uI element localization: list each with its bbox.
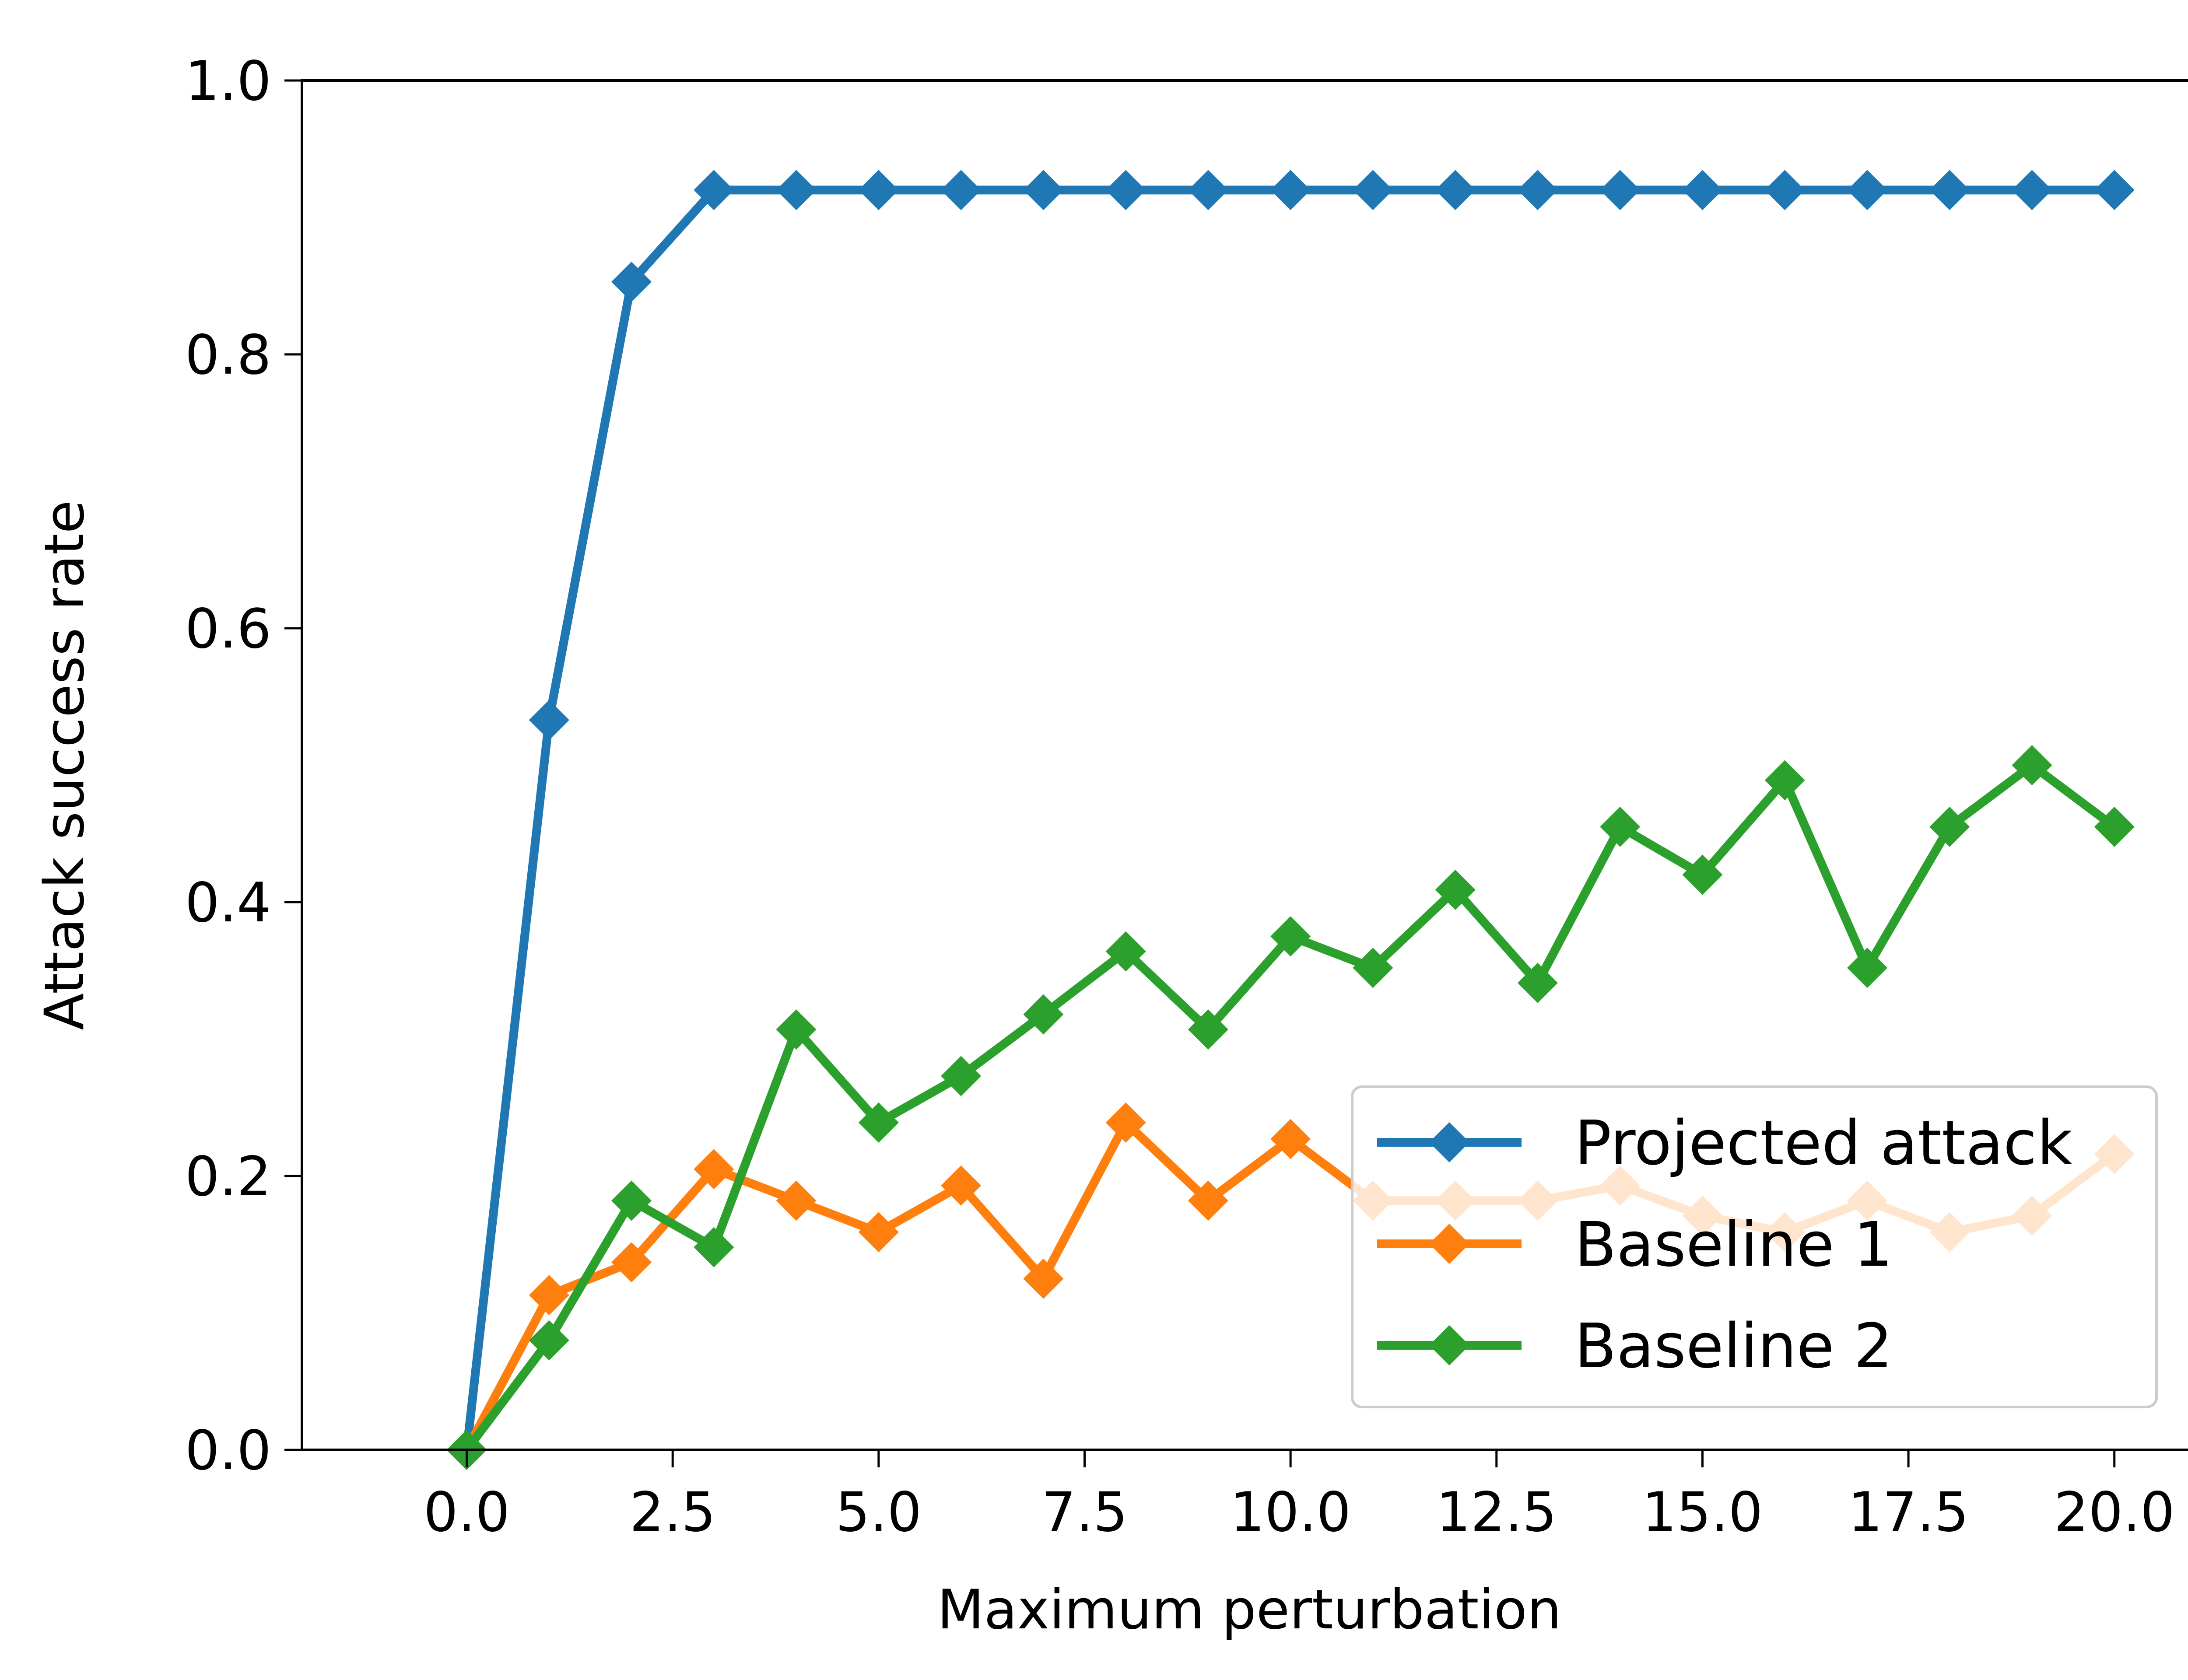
x-tick-label: 17.5 — [1848, 1481, 1969, 1544]
legend: Projected attack Baseline 1 Baseline 2 — [1351, 1085, 2158, 1408]
series-2-point — [1188, 1180, 1228, 1221]
series-2-point — [941, 1165, 982, 1206]
series-3-point — [1600, 806, 1641, 847]
legend-label: Projected attack — [1574, 1108, 2072, 1179]
legend-marker — [1429, 1325, 1469, 1365]
x-axis-label: Maximum perturbation — [937, 1578, 1562, 1642]
legend-marker — [1429, 1224, 1469, 1264]
legend-label: Baseline 2 — [1574, 1311, 1893, 1382]
legend-item: Baseline 2 — [1377, 1311, 1893, 1382]
x-tick-label: 15.0 — [1642, 1481, 1763, 1544]
series-1-point — [694, 170, 734, 210]
x-axis: 0.0 2.5 5.0 7.5 10.0 12.5 15.0 17.5 20.0 — [424, 1450, 2175, 1544]
y-tick-label: 0.4 — [185, 872, 271, 934]
series-1-point — [529, 700, 569, 740]
series-1-point — [1929, 170, 1970, 210]
series-2-point — [1105, 1102, 1146, 1143]
x-tick-label: 5.0 — [835, 1481, 922, 1544]
legend-item: Baseline 1 — [1377, 1209, 1893, 1281]
legend-item: Projected attack — [1377, 1108, 2072, 1179]
series-1-point — [1353, 170, 1393, 210]
series-3-point — [1105, 931, 1146, 972]
plot-frame — [301, 79, 2188, 1451]
series-3-point — [2012, 745, 2052, 785]
series-1-point — [1435, 170, 1476, 210]
series-1-point — [1517, 170, 1558, 210]
series-3 — [446, 745, 2135, 1470]
series-1-point — [1847, 170, 1887, 210]
series-3-point — [529, 1320, 569, 1361]
x-tick-label: 7.5 — [1041, 1481, 1128, 1544]
x-tick-label: 2.5 — [630, 1481, 716, 1544]
series-3-point — [1188, 1009, 1228, 1050]
series-1-point — [941, 170, 982, 210]
x-tick-label: 20.0 — [2054, 1481, 2175, 1544]
series-1-point — [1682, 170, 1723, 210]
series-1-point — [858, 170, 899, 210]
series-1-point — [1600, 170, 1641, 210]
series-1-point — [611, 262, 652, 302]
series-3-point — [1517, 962, 1558, 1003]
x-tick-label: 0.0 — [424, 1481, 510, 1544]
series-1 — [446, 170, 2135, 1470]
series-1-point — [1270, 170, 1311, 210]
series-3-point — [941, 1056, 982, 1096]
series-1-point — [1764, 170, 1805, 210]
legend-label: Baseline 1 — [1574, 1209, 1893, 1281]
series-3-point — [1929, 806, 1970, 847]
legend-marker — [1429, 1122, 1469, 1162]
series-3-point — [694, 1227, 734, 1267]
series-3-point — [1435, 869, 1476, 910]
y-axis-label: Attack success rate — [33, 500, 96, 1030]
x-tick-label: 12.5 — [1436, 1481, 1557, 1544]
x-tick-label: 10.0 — [1230, 1481, 1351, 1544]
series-3-point — [776, 1009, 817, 1050]
y-tick-label: 0.8 — [185, 324, 271, 387]
series-3-point — [858, 1102, 899, 1143]
series-2-point — [1023, 1258, 1064, 1299]
series-1-point — [1188, 170, 1228, 210]
series-3-point — [1353, 948, 1393, 988]
y-tick-label: 1.0 — [185, 50, 271, 113]
series-1-point — [776, 170, 817, 210]
series-3-point — [1847, 948, 1887, 988]
series-3-point — [1270, 916, 1311, 957]
series-3-point — [1023, 994, 1064, 1035]
series-3-point — [2094, 806, 2135, 847]
y-tick-label: 0.6 — [185, 598, 271, 661]
series-1-point — [1105, 170, 1146, 210]
series-3-point — [1764, 760, 1805, 801]
series-2-point — [694, 1149, 734, 1190]
series-2-point — [776, 1180, 817, 1221]
series-2-point — [529, 1275, 569, 1316]
y-tick-label: 0.2 — [185, 1145, 271, 1208]
legend-box — [1351, 1085, 2158, 1408]
series-2-point — [858, 1212, 899, 1253]
series-2-point — [611, 1242, 652, 1283]
series-1-point — [2012, 170, 2052, 210]
series-3-point — [611, 1180, 652, 1221]
series-2-point — [1270, 1119, 1311, 1159]
y-axis: 0.0 0.2 0.4 0.6 0.8 1.0 — [185, 50, 302, 1482]
y-tick-label: 0.0 — [185, 1419, 271, 1482]
series-1-point — [2094, 170, 2135, 210]
series-3-point — [1682, 854, 1723, 895]
series-1-point — [1023, 170, 1064, 210]
